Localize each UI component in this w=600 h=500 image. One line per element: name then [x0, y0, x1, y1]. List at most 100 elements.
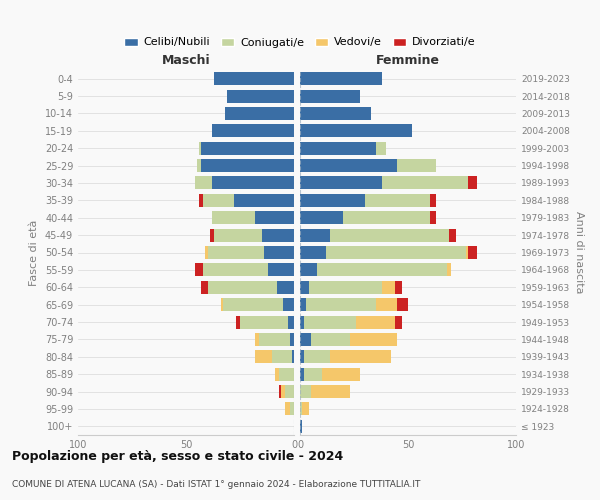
- Bar: [236, 316, 240, 328]
- Bar: [300, 159, 397, 172]
- Bar: [212, 176, 294, 190]
- Bar: [272, 350, 292, 364]
- Bar: [201, 280, 208, 294]
- Bar: [311, 385, 350, 398]
- Bar: [300, 333, 311, 346]
- Bar: [208, 280, 277, 294]
- Bar: [279, 368, 294, 380]
- Bar: [199, 142, 201, 154]
- Bar: [449, 228, 455, 241]
- Bar: [290, 333, 294, 346]
- Y-axis label: Anni di nascita: Anni di nascita: [574, 211, 584, 294]
- Bar: [326, 246, 466, 259]
- Bar: [302, 402, 308, 415]
- Bar: [395, 316, 401, 328]
- Bar: [268, 264, 294, 276]
- Bar: [300, 402, 302, 415]
- Bar: [395, 280, 401, 294]
- Bar: [330, 228, 449, 241]
- Bar: [194, 176, 212, 190]
- Bar: [205, 246, 208, 259]
- Bar: [214, 228, 262, 241]
- Bar: [203, 264, 268, 276]
- Bar: [469, 176, 477, 190]
- Bar: [300, 264, 317, 276]
- Bar: [397, 159, 436, 172]
- Bar: [300, 72, 382, 85]
- Bar: [300, 142, 376, 154]
- Bar: [194, 264, 203, 276]
- Bar: [300, 124, 412, 138]
- Bar: [300, 90, 361, 102]
- Bar: [286, 385, 294, 398]
- Bar: [466, 246, 469, 259]
- Bar: [300, 176, 382, 190]
- Bar: [430, 211, 436, 224]
- Bar: [300, 280, 308, 294]
- Bar: [199, 194, 203, 207]
- Bar: [225, 107, 294, 120]
- Bar: [201, 142, 294, 154]
- Bar: [382, 280, 395, 294]
- Bar: [281, 385, 286, 398]
- Bar: [300, 350, 304, 364]
- Bar: [275, 368, 279, 380]
- Text: Popolazione per età, sesso e stato civile - 2024: Popolazione per età, sesso e stato civil…: [12, 450, 343, 463]
- Bar: [214, 72, 294, 85]
- Bar: [376, 298, 397, 311]
- Bar: [264, 246, 294, 259]
- Bar: [262, 228, 294, 241]
- Text: COMUNE DI ATENA LUCANA (SA) - Dati ISTAT 1° gennaio 2024 - Elaborazione TUTTITAL: COMUNE DI ATENA LUCANA (SA) - Dati ISTAT…: [12, 480, 421, 489]
- Bar: [227, 90, 294, 102]
- Bar: [300, 420, 302, 433]
- Bar: [300, 298, 307, 311]
- Bar: [259, 333, 290, 346]
- Bar: [356, 316, 395, 328]
- Bar: [210, 228, 214, 241]
- Bar: [397, 298, 408, 311]
- Bar: [304, 368, 322, 380]
- Bar: [287, 316, 294, 328]
- Bar: [240, 316, 287, 328]
- Y-axis label: Fasce di età: Fasce di età: [29, 220, 39, 286]
- Bar: [300, 228, 330, 241]
- Bar: [223, 298, 283, 311]
- Bar: [317, 264, 447, 276]
- Bar: [382, 176, 469, 190]
- Title: Maschi: Maschi: [161, 54, 211, 68]
- Bar: [308, 280, 382, 294]
- Title: Femmine: Femmine: [376, 54, 440, 68]
- Bar: [233, 194, 294, 207]
- Bar: [430, 194, 436, 207]
- Bar: [350, 333, 397, 346]
- Bar: [447, 264, 451, 276]
- Bar: [255, 333, 259, 346]
- Bar: [212, 211, 255, 224]
- Bar: [311, 333, 350, 346]
- Bar: [469, 246, 477, 259]
- Bar: [300, 246, 326, 259]
- Bar: [201, 159, 294, 172]
- Bar: [300, 368, 304, 380]
- Bar: [300, 107, 371, 120]
- Bar: [300, 194, 365, 207]
- Bar: [286, 402, 290, 415]
- Bar: [343, 211, 430, 224]
- Bar: [203, 194, 233, 207]
- Bar: [365, 194, 430, 207]
- Bar: [255, 211, 294, 224]
- Bar: [330, 350, 391, 364]
- Bar: [300, 211, 343, 224]
- Bar: [304, 350, 330, 364]
- Bar: [255, 350, 272, 364]
- Bar: [290, 402, 294, 415]
- Bar: [300, 316, 304, 328]
- Bar: [292, 350, 294, 364]
- Bar: [283, 298, 294, 311]
- Bar: [208, 246, 264, 259]
- Bar: [221, 298, 223, 311]
- Bar: [307, 298, 376, 311]
- Bar: [322, 368, 361, 380]
- Legend: Celibi/Nubili, Coniugati/e, Vedovi/e, Divorziati/e: Celibi/Nubili, Coniugati/e, Vedovi/e, Di…: [120, 33, 480, 52]
- Bar: [277, 280, 294, 294]
